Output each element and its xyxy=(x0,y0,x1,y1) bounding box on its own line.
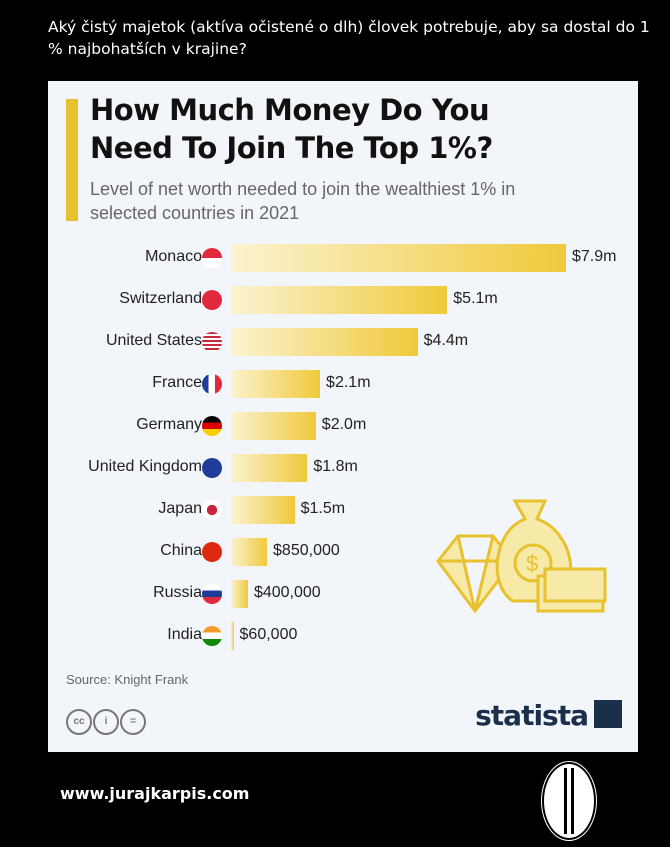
title-accent-bar xyxy=(66,99,78,221)
value-label: $60,000 xyxy=(239,626,298,643)
china-flag-icon xyxy=(202,542,222,562)
value-label: $4.4m xyxy=(423,332,469,349)
statista-logo-icon xyxy=(594,700,622,728)
statista-logo: statista xyxy=(475,699,622,732)
country-label: Switzerland xyxy=(119,290,202,307)
value-label: $5.1m xyxy=(453,290,498,307)
infographic-card: How Much Money Do You Need To Join The T… xyxy=(48,81,638,752)
value-label: $2.1m xyxy=(326,374,371,391)
monaco-flag-icon xyxy=(202,248,222,268)
bar-row: Germany $2.0m xyxy=(48,412,638,440)
uk-flag-icon xyxy=(202,458,222,478)
website-url[interactable]: www.jurajkarpis.com xyxy=(60,784,250,803)
bar-row: Japan $1.5m xyxy=(48,496,638,524)
bar xyxy=(231,328,418,356)
germany-flag-icon xyxy=(202,416,222,436)
bar xyxy=(231,244,566,272)
bar-row: Monaco $7.9m xyxy=(48,244,638,272)
country-label: United Kingdom xyxy=(88,458,202,475)
country-label: Russia xyxy=(153,584,202,601)
value-label: $7.9m xyxy=(572,248,617,265)
india-flag-icon xyxy=(202,626,222,646)
chart-title: How Much Money Do You Need To Join The T… xyxy=(90,93,493,165)
bar xyxy=(231,496,295,524)
country-label: United States xyxy=(105,332,202,349)
russia-flag-icon xyxy=(202,584,222,604)
chart-subtitle: Level of net worth needed to join the we… xyxy=(90,179,516,223)
value-label: $2.0m xyxy=(321,416,367,433)
bar xyxy=(231,370,321,398)
value-label: $1.5m xyxy=(300,500,346,517)
cc-license-icon: cc xyxy=(66,709,92,735)
japan-flag-icon xyxy=(202,500,222,520)
country-label: India xyxy=(167,626,202,643)
country-label: Germany xyxy=(136,416,202,433)
bar-row: Russia $400,000 xyxy=(48,580,638,608)
money-illustration-icon: $ xyxy=(436,499,607,614)
bar-row: India $60,000 xyxy=(48,622,638,650)
no-derivatives-icon: = xyxy=(120,709,146,735)
bar-row: United Kingdom $1.8m xyxy=(48,454,638,482)
value-label: $850,000 xyxy=(273,542,340,559)
bar xyxy=(231,538,268,566)
bar-row: United States $4.4m xyxy=(48,328,638,356)
country-label: Japan xyxy=(158,500,202,517)
svg-text:$: $ xyxy=(526,551,538,576)
country-label: France xyxy=(152,374,202,391)
source-note: Source: Knight Frank xyxy=(66,672,189,687)
country-label: China xyxy=(160,542,202,559)
bar xyxy=(231,454,308,482)
bar xyxy=(231,580,248,608)
question-text: Aký čistý majetok (aktíva očistené o dlh… xyxy=(48,18,650,58)
bar-row: China $850,000 xyxy=(48,538,638,566)
value-label: $1.8m xyxy=(313,458,358,475)
value-label: $400,000 xyxy=(253,584,321,601)
bar xyxy=(231,286,448,314)
france-flag-icon xyxy=(202,374,222,394)
bar xyxy=(231,412,316,440)
switzerland-flag-icon xyxy=(202,290,222,310)
author-logo-icon xyxy=(541,761,597,841)
attribution-icon: i xyxy=(93,709,119,735)
bar-row: France $2.1m xyxy=(48,370,638,398)
bar-row: Switzerland $5.1m xyxy=(48,286,638,314)
country-label: Monaco xyxy=(145,248,202,265)
us-flag-icon xyxy=(202,332,222,352)
bar xyxy=(231,622,234,650)
